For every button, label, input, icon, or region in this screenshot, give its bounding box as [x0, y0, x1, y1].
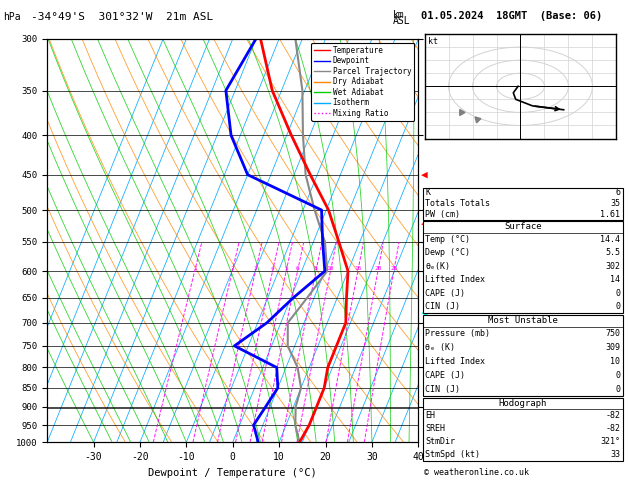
Text: 10: 10 — [610, 357, 620, 366]
Text: 33: 33 — [610, 450, 620, 459]
Text: 35: 35 — [610, 199, 620, 208]
Text: Lifted Index: Lifted Index — [425, 276, 485, 284]
Text: 10: 10 — [326, 266, 334, 271]
Text: 8: 8 — [314, 266, 318, 271]
Text: 01.05.2024  18GMT  (Base: 06): 01.05.2024 18GMT (Base: 06) — [421, 11, 603, 21]
Text: -82: -82 — [605, 424, 620, 433]
Text: StmDir: StmDir — [425, 437, 455, 446]
Text: CIN (J): CIN (J) — [425, 302, 460, 312]
Text: ◀: ◀ — [421, 218, 428, 228]
Text: θₑ (K): θₑ (K) — [425, 343, 455, 352]
Text: Pressure (mb): Pressure (mb) — [425, 329, 490, 338]
Text: 3: 3 — [253, 266, 257, 271]
X-axis label: Dewpoint / Temperature (°C): Dewpoint / Temperature (°C) — [148, 468, 317, 478]
Text: 5.5: 5.5 — [605, 248, 620, 258]
Text: 25: 25 — [390, 266, 398, 271]
Legend: Temperature, Dewpoint, Parcel Trajectory, Dry Adiabat, Wet Adiabat, Isotherm, Mi: Temperature, Dewpoint, Parcel Trajectory… — [311, 43, 415, 121]
Text: EH: EH — [425, 411, 435, 420]
Text: 14: 14 — [610, 276, 620, 284]
Text: 6: 6 — [615, 189, 620, 197]
Text: -34°49'S  301°32'W  21m ASL: -34°49'S 301°32'W 21m ASL — [31, 12, 214, 22]
Text: Surface: Surface — [504, 223, 542, 231]
Text: SREH: SREH — [425, 424, 445, 433]
Text: ◀: ◀ — [421, 170, 428, 180]
Text: CIN (J): CIN (J) — [425, 384, 460, 394]
Text: 302: 302 — [605, 262, 620, 271]
Text: 750: 750 — [605, 329, 620, 338]
Text: ◀: ◀ — [421, 308, 428, 318]
Text: Hodograph: Hodograph — [499, 399, 547, 408]
Text: PW (cm): PW (cm) — [425, 210, 460, 219]
Text: CAPE (J): CAPE (J) — [425, 289, 465, 298]
Text: Dewp (°C): Dewp (°C) — [425, 248, 470, 258]
Text: Lifted Index: Lifted Index — [425, 357, 485, 366]
Text: 5: 5 — [284, 266, 288, 271]
Text: 0: 0 — [615, 384, 620, 394]
Text: K: K — [425, 189, 430, 197]
Text: -82: -82 — [605, 411, 620, 420]
Text: 20: 20 — [374, 266, 382, 271]
Text: 0: 0 — [615, 289, 620, 298]
Text: 6: 6 — [296, 266, 299, 271]
Text: LCL: LCL — [422, 403, 437, 413]
Text: kt: kt — [428, 37, 438, 46]
Text: θₑ(K): θₑ(K) — [425, 262, 450, 271]
Text: Most Unstable: Most Unstable — [487, 316, 558, 325]
Text: ASL: ASL — [393, 16, 411, 26]
Text: 0: 0 — [615, 371, 620, 380]
Text: 1.61: 1.61 — [600, 210, 620, 219]
Text: 15: 15 — [354, 266, 362, 271]
Text: Totals Totals: Totals Totals — [425, 199, 490, 208]
Text: 14.4: 14.4 — [600, 235, 620, 244]
Text: 0: 0 — [615, 302, 620, 312]
Y-axis label: Mixing Ratio (g/kg): Mixing Ratio (g/kg) — [436, 190, 445, 292]
Text: 309: 309 — [605, 343, 620, 352]
Text: © weatheronline.co.uk: © weatheronline.co.uk — [424, 468, 529, 477]
Text: 2: 2 — [230, 266, 234, 271]
Text: hPa: hPa — [3, 12, 21, 22]
Text: km: km — [393, 10, 405, 20]
Text: Temp (°C): Temp (°C) — [425, 235, 470, 244]
Text: 321°: 321° — [600, 437, 620, 446]
Text: StmSpd (kt): StmSpd (kt) — [425, 450, 480, 459]
Text: 4: 4 — [270, 266, 274, 271]
Text: 1: 1 — [193, 266, 196, 271]
Text: CAPE (J): CAPE (J) — [425, 371, 465, 380]
